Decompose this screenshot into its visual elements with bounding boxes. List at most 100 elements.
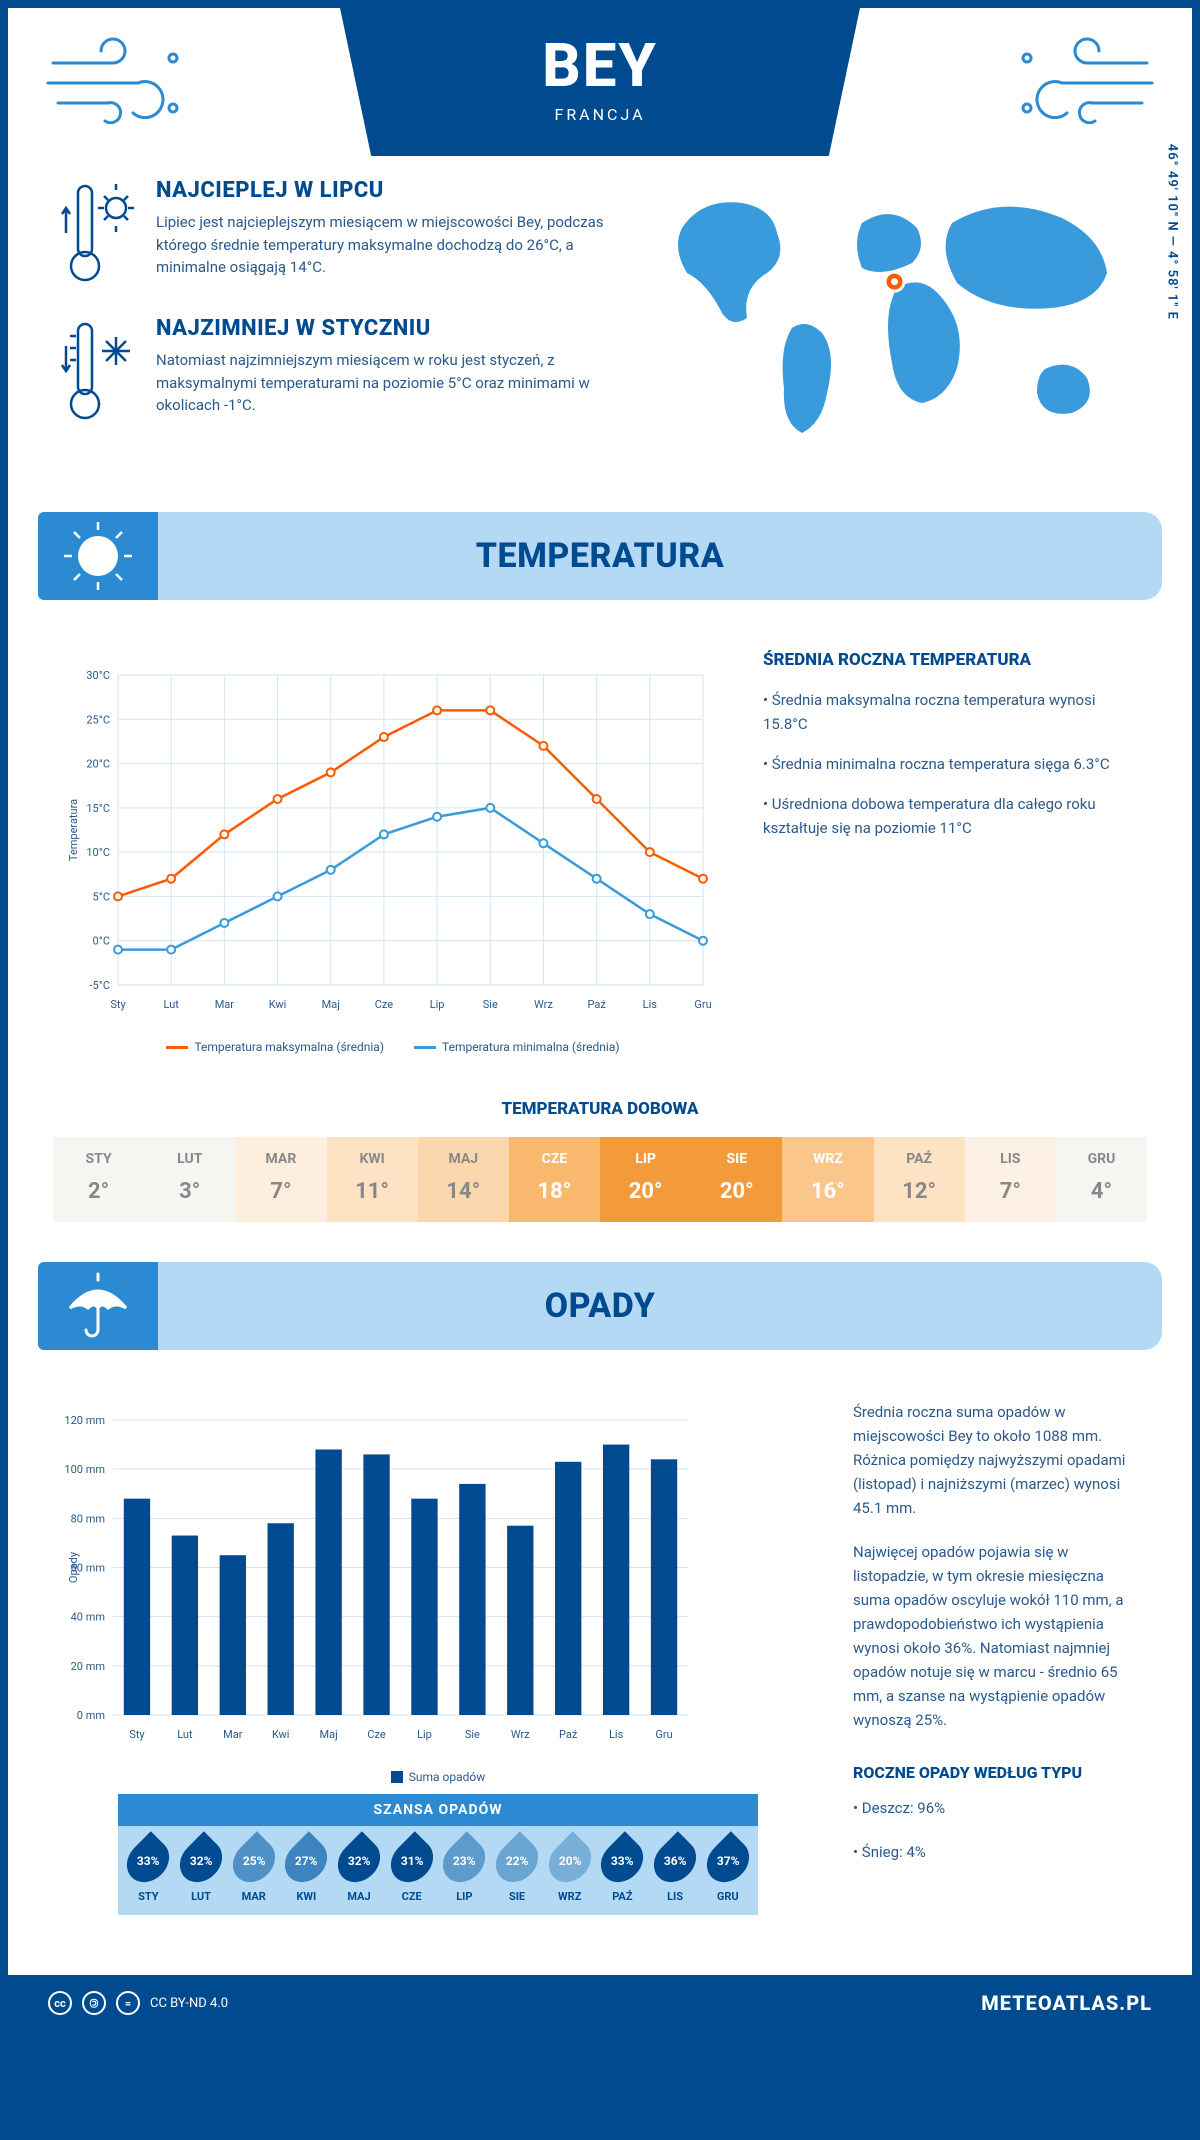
daily-cell: WRZ16° — [782, 1137, 873, 1222]
precipitation-title: OPADY — [545, 1286, 656, 1326]
precipitation-banner: OPADY — [38, 1262, 1162, 1350]
header: BEY FRANCJA — [8, 8, 1192, 178]
rain-type-title: ROCZNE OPADY WEDŁUG TYPU — [853, 1760, 1137, 1786]
svg-text:Maj: Maj — [322, 998, 340, 1011]
temperature-summary: ŚREDNIA ROCZNA TEMPERATURA • Średnia mak… — [763, 650, 1137, 1054]
cold-fact-text: Natomiast najzimniejszym miesiącem w rok… — [156, 349, 612, 417]
svg-text:Mar: Mar — [215, 998, 235, 1011]
svg-text:Lip: Lip — [430, 998, 445, 1011]
chance-cell: 33% STY — [122, 1838, 175, 1903]
svg-text:0°C: 0°C — [93, 935, 110, 948]
daily-temp-title: TEMPERATURA DOBOWA — [8, 1099, 1192, 1119]
svg-text:Maj: Maj — [320, 1728, 338, 1741]
chance-cell: 36% LIS — [649, 1838, 702, 1903]
daily-cell: KWI11° — [327, 1137, 418, 1222]
temperature-legend: Temperatura maksymalna (średnia)Temperat… — [63, 1040, 723, 1054]
rain-type-item: • Śnieg: 4% — [853, 1840, 1137, 1864]
cold-fact-title: NAJZIMNIEJ W STYCZNIU — [156, 316, 612, 341]
svg-text:Sie: Sie — [483, 998, 498, 1011]
svg-text:25°C: 25°C — [86, 713, 110, 726]
chance-cell: 33% PAŹ — [596, 1838, 649, 1903]
daily-cell: PAŹ12° — [874, 1137, 965, 1222]
daily-cell: CZE18° — [509, 1137, 600, 1222]
brand-label: METEOATLAS.PL — [981, 1991, 1152, 2015]
svg-text:Paź: Paź — [587, 998, 606, 1011]
hot-fact-text: Lipiec jest najcieplejszym miesiącem w m… — [156, 211, 612, 279]
chance-cell: 20% WRZ — [543, 1838, 596, 1903]
svg-text:Sie: Sie — [465, 1728, 480, 1741]
daily-temp-table: STY2° LUT3° MAR7° KWI11° MAJ14° CZE18° L… — [53, 1137, 1147, 1222]
svg-text:Wrz: Wrz — [534, 998, 553, 1011]
svg-text:40 mm: 40 mm — [71, 1611, 105, 1624]
temperature-banner: TEMPERATURA — [38, 512, 1162, 600]
svg-text:Paź: Paź — [559, 1728, 578, 1741]
chance-cell: 31% CZE — [385, 1838, 438, 1903]
svg-text:Kwi: Kwi — [272, 1728, 290, 1741]
svg-text:Wrz: Wrz — [511, 1728, 530, 1741]
cold-fact: NAJZIMNIEJ W STYCZNIU Natomiast najzimni… — [58, 316, 612, 426]
precipitation-chart: 0 mm20 mm40 mm60 mm80 mm100 mm120 mmStyL… — [63, 1400, 703, 1760]
page-title: BEY — [340, 30, 860, 101]
svg-text:Cze: Cze — [375, 998, 394, 1011]
daily-cell: MAR7° — [235, 1137, 326, 1222]
svg-text:Temperatura: Temperatura — [67, 799, 80, 861]
svg-text:Lut: Lut — [164, 998, 180, 1011]
svg-text:80 mm: 80 mm — [71, 1512, 105, 1525]
page-subtitle: FRANCJA — [340, 105, 860, 124]
daily-cell: LIS7° — [965, 1137, 1056, 1222]
svg-text:5°C: 5°C — [93, 890, 110, 903]
chance-cell: 32% LUT — [175, 1838, 228, 1903]
temp-summary-title: ŚREDNIA ROCZNA TEMPERATURA — [763, 650, 1137, 670]
daily-cell: STY2° — [53, 1137, 144, 1222]
footer: cc 🄯 = CC BY-ND 4.0 METEOATLAS.PL — [8, 1975, 1192, 2031]
svg-text:Lis: Lis — [609, 1728, 624, 1741]
temperature-chart: -5°C0°C5°C10°C15°C20°C25°C30°CStyLutMarK… — [63, 650, 723, 1054]
svg-text:20°C: 20°C — [86, 758, 110, 771]
svg-text:0 mm: 0 mm — [77, 1709, 105, 1722]
svg-text:Gru: Gru — [694, 998, 711, 1011]
daily-cell: LUT3° — [144, 1137, 235, 1222]
nd-icon: = — [116, 1991, 140, 2015]
hot-fact-title: NAJCIEPLEJ W LIPCU — [156, 178, 612, 203]
wind-icon — [43, 33, 193, 133]
svg-text:Lip: Lip — [417, 1728, 432, 1741]
daily-cell: MAJ14° — [418, 1137, 509, 1222]
svg-text:10°C: 10°C — [86, 846, 110, 859]
precipitation-summary: Średnia roczna suma opadów w miejscowośc… — [853, 1400, 1137, 1915]
chance-title: SZANSA OPADÓW — [118, 1794, 758, 1826]
temp-bullet: • Średnia maksymalna roczna temperatura … — [763, 688, 1137, 736]
svg-text:Sty: Sty — [110, 998, 126, 1011]
daily-cell: SIE20° — [691, 1137, 782, 1222]
thermometer-hot-icon — [58, 178, 138, 288]
svg-text:Lis: Lis — [643, 998, 658, 1011]
svg-text:120 mm: 120 mm — [64, 1414, 105, 1427]
svg-text:30°C: 30°C — [86, 669, 110, 682]
chance-strip: SZANSA OPADÓW 33% STY 32% LUT 25% MAR 27… — [118, 1794, 758, 1915]
umbrella-icon — [38, 1262, 158, 1350]
coordinates-label: 46° 49' 10" N — 4° 58' 1" E — [1165, 144, 1180, 320]
svg-text:15°C: 15°C — [86, 802, 110, 815]
license-label: CC BY-ND 4.0 — [150, 1996, 228, 2011]
svg-text:Lut: Lut — [177, 1728, 193, 1741]
precipitation-legend: Suma opadów — [63, 1770, 813, 1784]
chance-cell: 27% KWI — [280, 1838, 333, 1903]
sun-icon — [38, 512, 158, 600]
chance-cell: 25% MAR — [227, 1838, 280, 1903]
svg-text:Mar: Mar — [223, 1728, 243, 1741]
wind-icon — [1007, 33, 1157, 133]
intro-section: NAJCIEPLEJ W LIPCU Lipiec jest najcieple… — [8, 178, 1192, 492]
temp-bullet: • Średnia minimalna roczna temperatura s… — [763, 752, 1137, 776]
svg-text:20 mm: 20 mm — [71, 1660, 105, 1673]
chance-cell: 37% GRU — [701, 1838, 754, 1903]
thermometer-cold-icon — [58, 316, 138, 426]
temperature-title: TEMPERATURA — [476, 536, 724, 576]
chance-cell: 22% SIE — [491, 1838, 544, 1903]
rain-p2: Najwięcej opadów pojawia się w listopadz… — [853, 1540, 1137, 1732]
svg-text:Opady: Opady — [67, 1551, 80, 1583]
by-icon: 🄯 — [82, 1991, 106, 2015]
svg-text:Sty: Sty — [129, 1728, 145, 1741]
svg-text:Cze: Cze — [367, 1728, 386, 1741]
chance-cell: 23% LIP — [438, 1838, 491, 1903]
daily-cell: GRU4° — [1056, 1137, 1147, 1222]
world-map: 46° 49' 10" N — 4° 58' 1" E — [642, 178, 1142, 462]
